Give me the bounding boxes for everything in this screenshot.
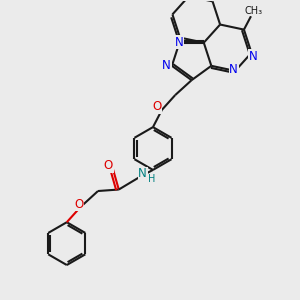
Text: O: O <box>74 198 83 211</box>
Text: N: N <box>249 50 257 63</box>
Text: H: H <box>148 174 155 184</box>
Text: N: N <box>162 59 171 72</box>
Text: O: O <box>104 159 113 172</box>
Text: O: O <box>152 100 161 113</box>
Text: CH₃: CH₃ <box>244 6 262 16</box>
Text: N: N <box>229 63 238 76</box>
Text: N: N <box>138 167 147 180</box>
Text: N: N <box>175 36 184 49</box>
